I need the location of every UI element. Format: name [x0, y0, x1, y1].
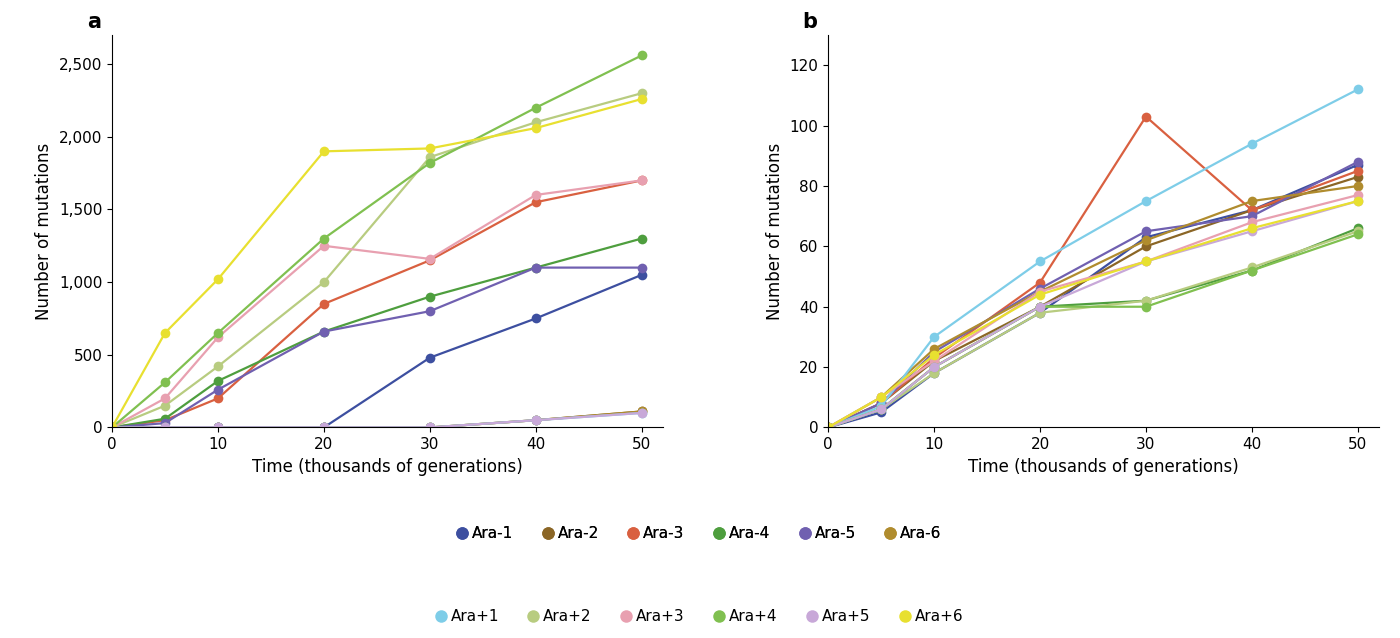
Legend: Ara+1, Ara+2, Ara+3, Ara+4, Ara+5, Ara+6: Ara+1, Ara+2, Ara+3, Ara+4, Ara+5, Ara+6: [431, 603, 969, 630]
X-axis label: Time (thousands of generations): Time (thousands of generations): [252, 457, 522, 476]
X-axis label: Time (thousands of generations): Time (thousands of generations): [969, 457, 1239, 476]
Legend: Ara-1, Ara-2, Ara-3, Ara-4, Ara-5, Ara-6: Ara-1, Ara-2, Ara-3, Ara-4, Ara-5, Ara-6: [452, 520, 948, 547]
Text: a: a: [87, 11, 101, 31]
Y-axis label: Number of mutations: Number of mutations: [35, 143, 53, 320]
Text: b: b: [802, 11, 818, 31]
Y-axis label: Number of mutations: Number of mutations: [766, 143, 784, 320]
